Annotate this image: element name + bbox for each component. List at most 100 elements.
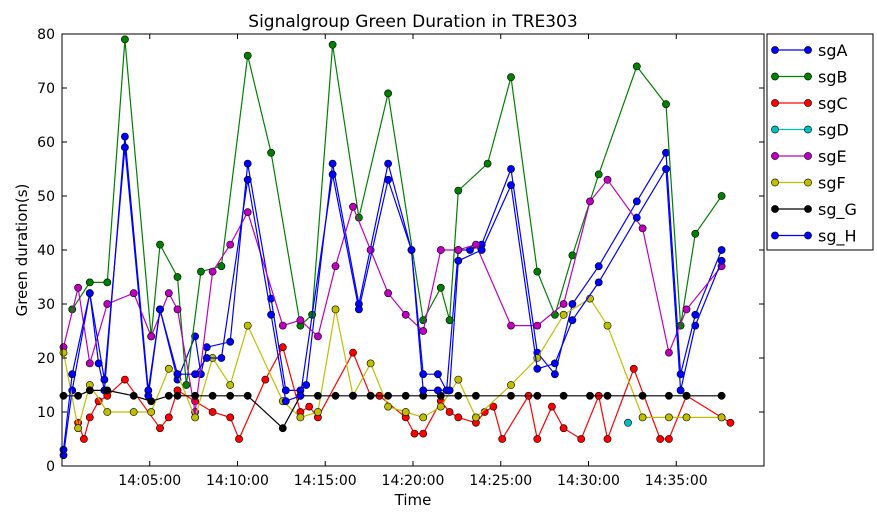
- data-point-sgB: [217, 262, 226, 271]
- data-point-sgB: [632, 62, 641, 71]
- data-point-sg_H: [717, 256, 726, 265]
- series-sgA: [59, 132, 726, 460]
- legend-label-sgF: sgF: [818, 174, 846, 193]
- data-point-sg_H: [202, 354, 211, 362]
- data-point-sgE: [226, 240, 235, 249]
- y-tick-label: 0: [46, 459, 55, 475]
- data-point-sg_G: [454, 391, 463, 400]
- data-point-sg_G: [401, 391, 410, 400]
- data-point-sg_H: [296, 391, 305, 400]
- legend-label-sgC: sgC: [818, 94, 848, 113]
- x-tick-label: 14:15:00: [294, 473, 357, 489]
- data-point-sgE: [638, 224, 647, 233]
- data-point-sgC: [278, 343, 287, 352]
- legend-label-sg_H: sg_H: [818, 227, 857, 247]
- data-point-sg_G: [191, 391, 199, 400]
- x-axis: 14:05:00 14:10:00 14:15:00 14:20:00 14:25:00…: [118, 34, 708, 489]
- legend-label-sg_G: sg_G: [818, 200, 857, 220]
- data-point-sg_G: [349, 391, 357, 400]
- data-point-sgA: [632, 197, 641, 206]
- data-point-sgC: [156, 424, 164, 433]
- data-point-sg_H: [594, 278, 603, 287]
- data-point-sgB: [507, 73, 515, 82]
- data-point-sgF: [191, 413, 199, 422]
- data-point-sgF: [401, 408, 410, 416]
- y-tick-label: 40: [37, 243, 55, 259]
- data-point-sgC: [305, 402, 314, 411]
- legend-label-sgD: sgD: [818, 121, 849, 140]
- legend-marker-sgC: [771, 99, 779, 107]
- data-point-sgF: [665, 413, 673, 422]
- data-point-sgE: [665, 348, 673, 357]
- x-tick-label: 14:35:00: [645, 473, 708, 489]
- data-point-sgC: [445, 408, 454, 416]
- series-sgE: [59, 175, 726, 416]
- data-point-sg_H: [144, 391, 153, 400]
- legend-marker-sgF: [804, 178, 812, 187]
- data-point-sg_G: [603, 391, 612, 400]
- data-point-sg_H: [100, 375, 109, 384]
- series-line-sg_G: [63, 389, 722, 430]
- data-point-sgB: [483, 159, 492, 168]
- data-point-sg_H: [533, 364, 542, 373]
- data-point-sgA: [226, 337, 235, 346]
- legend-marker-sgD: [804, 125, 812, 134]
- y-tick-label: 20: [37, 351, 55, 367]
- data-point-sg_H: [354, 305, 363, 314]
- data-point-sgC: [85, 413, 94, 422]
- legend-marker-sg_H: [771, 231, 779, 240]
- data-point-sgE: [173, 305, 182, 314]
- data-point-sgE: [603, 175, 612, 184]
- data-point-sgC: [226, 413, 235, 422]
- data-point-sgC: [80, 435, 88, 443]
- data-point-sg_H: [419, 386, 428, 395]
- series-sgC: [74, 343, 735, 443]
- data-point-sgC: [656, 435, 665, 443]
- data-point-sgE: [559, 300, 568, 308]
- y-tick-label: 30: [37, 297, 55, 313]
- legend-label-sgA: sgA: [818, 41, 847, 60]
- y-axis: 0 10 20 30 40 50 60 70 80: [37, 27, 764, 475]
- data-point-sgB: [662, 100, 670, 109]
- data-point-sgE: [85, 359, 94, 368]
- data-point-sg_G: [85, 386, 94, 395]
- data-point-sg_H: [156, 305, 164, 314]
- data-point-sgB: [243, 51, 252, 60]
- data-point-sgE: [507, 321, 515, 330]
- data-point-sg_H: [676, 386, 685, 395]
- x-axis-label: Time: [394, 491, 432, 509]
- data-point-sgB: [691, 229, 700, 238]
- data-point-sgE: [278, 321, 287, 330]
- data-point-sg_H: [551, 359, 559, 368]
- data-point-sgB: [384, 89, 392, 98]
- data-point-sgA: [243, 159, 252, 168]
- x-tick-label: 14:05:00: [118, 473, 181, 489]
- data-point-sgE: [313, 332, 322, 341]
- data-point-sgF: [559, 310, 568, 319]
- data-point-sgA: [507, 165, 515, 173]
- data-point-sgA: [202, 343, 211, 352]
- legend-box: [766, 33, 874, 251]
- series-line-sgE: [62, 178, 723, 413]
- data-point-sgC: [533, 435, 542, 443]
- data-point-sg_G: [129, 391, 138, 400]
- legend-marker-sgA: [804, 46, 812, 54]
- data-point-sg_H: [267, 310, 275, 319]
- data-point-sg_H: [217, 354, 226, 362]
- x-tick-label: 14:20:00: [382, 473, 445, 489]
- data-point-sg_G: [665, 391, 673, 400]
- legend-marker-sg_H: [804, 231, 812, 240]
- legend-marker-sgD: [771, 125, 779, 134]
- data-point-sgE: [533, 321, 542, 330]
- data-point-sgB: [182, 381, 191, 389]
- data-point-sgF: [129, 408, 138, 416]
- data-point-sgF: [717, 413, 726, 422]
- data-point-sg_H: [691, 321, 700, 330]
- data-point-sg_G: [682, 391, 691, 400]
- data-point-sgB: [173, 273, 182, 281]
- data-point-sgF: [243, 321, 252, 330]
- y-tick-label: 60: [37, 135, 55, 151]
- data-point-sg_H: [662, 165, 670, 173]
- data-point-sgF: [331, 305, 340, 314]
